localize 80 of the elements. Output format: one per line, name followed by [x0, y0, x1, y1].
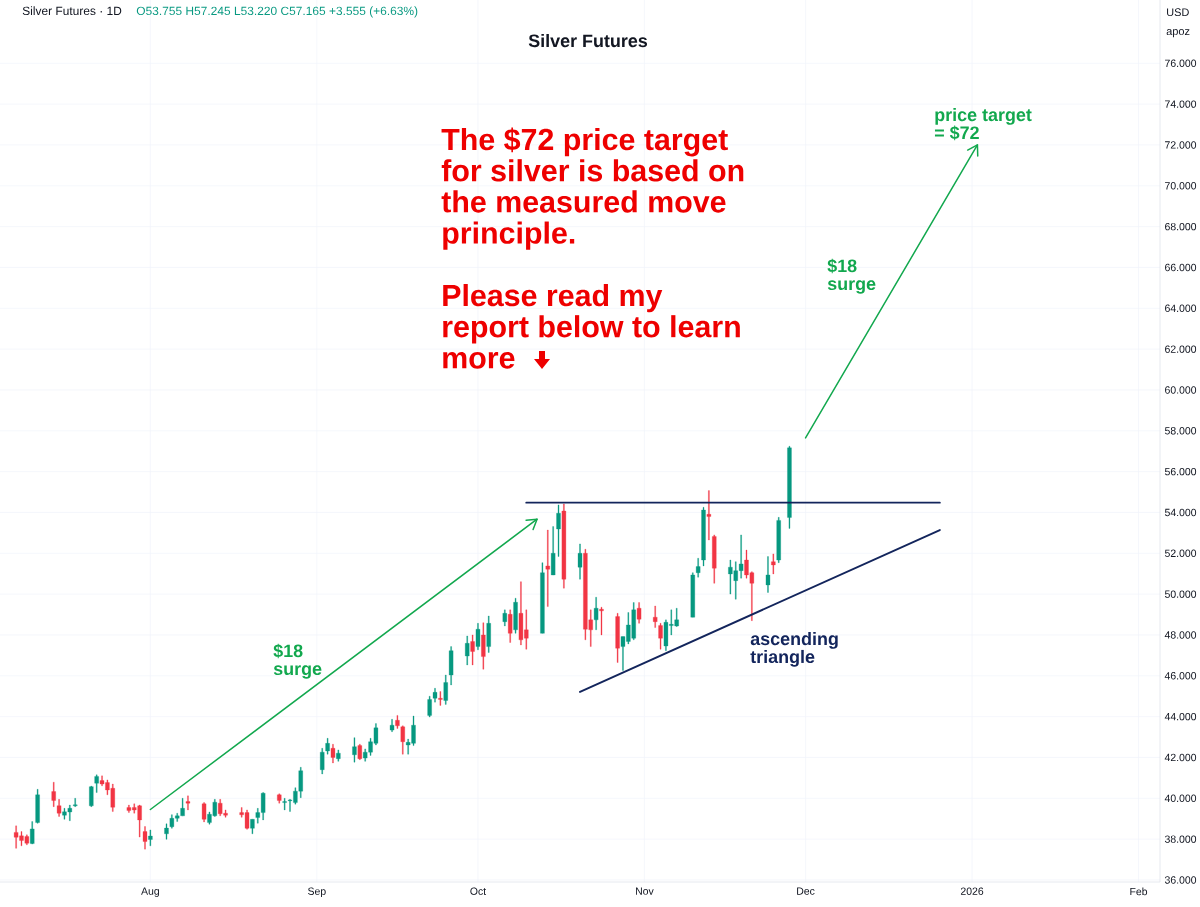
candlestick: [481, 622, 486, 670]
y-tick-label: 62.000: [1165, 345, 1197, 353]
candlestick: [336, 749, 341, 762]
text: Silver Futures: [528, 33, 648, 48]
candlestick: [438, 691, 443, 706]
candlestick: [765, 556, 771, 593]
y-tick-label: 38.000: [1164, 835, 1197, 843]
candlestick: [712, 534, 717, 584]
x-tick-label: 2026: [960, 887, 984, 895]
candlestick: [201, 802, 207, 823]
annotation: ascending triangle: [750, 632, 838, 667]
y-tick-label: 40.000: [1164, 794, 1197, 802]
y-tick-label: 54.000: [1164, 508, 1197, 517]
candlestick: [577, 543, 583, 580]
candlestick: [35, 789, 40, 824]
chart-subtitle: Silver Futures · 1D: [22, 6, 122, 16]
candlestick: [389, 719, 395, 732]
candlestick: [30, 821, 35, 845]
candlestick: [615, 613, 620, 663]
annotation: $18 surge: [827, 258, 876, 294]
annotation: The $72 price target for silver is based on the measured move principle.: [441, 127, 744, 250]
candlestick: [465, 635, 470, 666]
y-tick-label: 76.000: [1165, 59, 1197, 67]
annotation: price target = $72: [934, 107, 1032, 141]
text: apoz: [1166, 29, 1190, 38]
candlestick: [148, 829, 153, 847]
candlestick: [599, 607, 604, 636]
candlestick: [250, 819, 255, 834]
candlestick: [94, 774, 99, 793]
y-tick-label: 68.000: [1165, 222, 1197, 231]
x-tick-label: Dec: [797, 887, 815, 895]
candlestick: [330, 744, 336, 764]
candlestick: [706, 490, 712, 541]
candlestick: [690, 572, 695, 618]
candlestick: [636, 602, 642, 624]
y-tick-label: 74.000: [1165, 100, 1197, 108]
candlestick: [475, 623, 481, 651]
y-tick-label: 58.000: [1164, 427, 1197, 435]
candlestick: [357, 744, 362, 760]
y-tick-label: 46.000: [1164, 672, 1197, 680]
y-tick-label: 42.000: [1164, 753, 1197, 762]
y-tick-label: 50.000: [1164, 590, 1197, 598]
candlestick: [513, 598, 518, 634]
annotation: Please read my report below to learn more: [443, 283, 740, 369]
y-tick-label: 64.000: [1165, 304, 1197, 312]
y-tick-label: 44.000: [1164, 712, 1197, 721]
candlestick: [470, 634, 475, 666]
candlestick: [185, 795, 191, 811]
y-tick-label: 36.000: [1164, 876, 1197, 884]
x-tick-label: Sep: [308, 887, 326, 897]
x-tick-label: Nov: [636, 887, 654, 895]
y-axis-title: USD: [1167, 8, 1189, 17]
candlestick: [771, 553, 776, 575]
x-tick-label: Oct: [470, 887, 487, 895]
y-tick-label: 60.000: [1165, 386, 1197, 394]
y-tick-label: 72.000: [1165, 141, 1197, 149]
candlestick: [593, 597, 599, 630]
candlestick: [277, 793, 282, 804]
annotation: $18 surge: [273, 643, 322, 679]
candlestick: [561, 503, 567, 589]
candlestick: [658, 623, 663, 650]
y-tick-label: 48.000: [1164, 631, 1197, 639]
y-tick-label: 70.000: [1165, 182, 1197, 190]
candlestick: [486, 615, 491, 653]
candlestick: [352, 737, 357, 763]
candlestick: [776, 517, 781, 563]
candlestick: [540, 562, 545, 634]
x-tick-label: Feb: [1130, 887, 1148, 896]
candlestick: [508, 609, 513, 643]
candlestick: [545, 529, 550, 607]
y-tick-label: 52.000: [1164, 549, 1197, 557]
candlestick: [653, 605, 658, 628]
candlestick: [89, 785, 94, 807]
x-tick-label: Aug: [141, 887, 159, 897]
candlestick: [73, 798, 78, 807]
y-tick-label: 56.000: [1164, 467, 1197, 476]
candlestick: [502, 609, 507, 627]
annotation: O53.755 H57.245 L53.220 C57.165 +3.555 (+6.63%): [136, 6, 418, 18]
y-tick-label: 66.000: [1165, 263, 1197, 272]
candlestick: [787, 446, 792, 529]
